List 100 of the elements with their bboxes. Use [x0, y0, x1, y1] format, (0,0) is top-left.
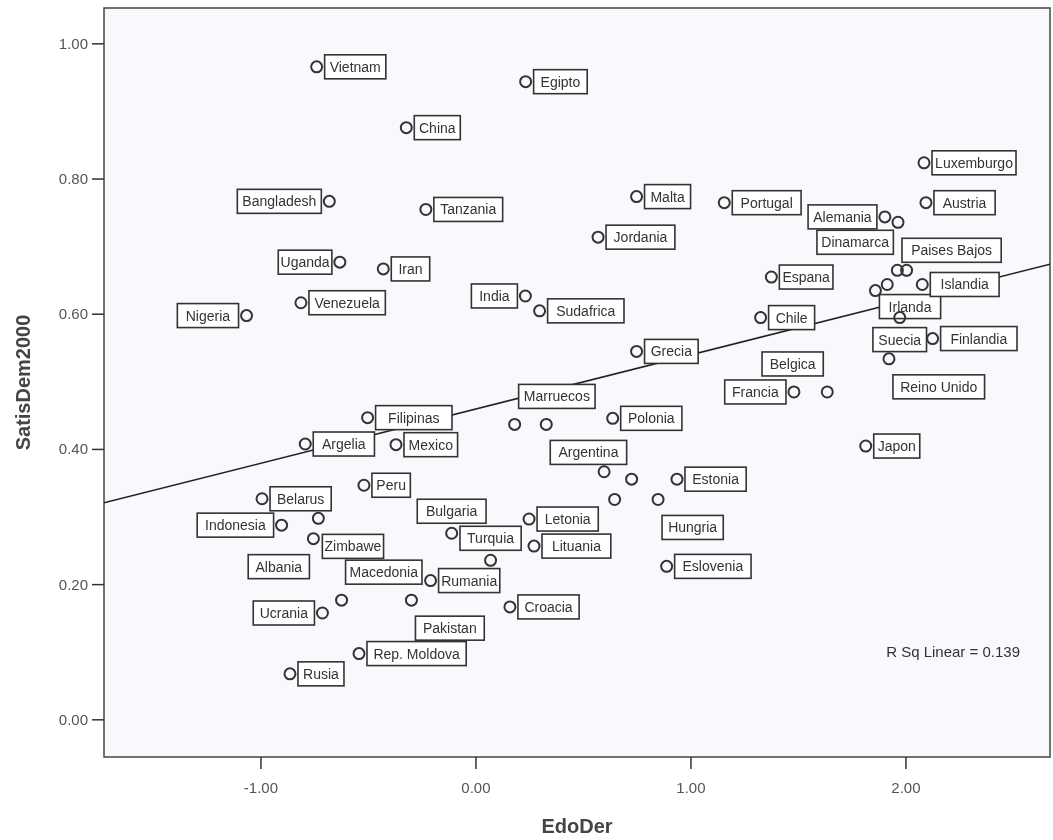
annotation: Argentina	[558, 444, 619, 461]
annotation: Eslovenia	[682, 558, 744, 575]
point	[630, 344, 644, 358]
annotation: Marruecos	[523, 388, 590, 405]
point	[630, 190, 644, 204]
point	[240, 309, 254, 323]
point	[275, 518, 289, 532]
annotation: Austria	[942, 194, 987, 211]
annotation: Macedonia	[349, 564, 419, 581]
point	[419, 202, 433, 216]
x-tick-label: 0.00	[461, 779, 491, 796]
point	[508, 417, 522, 431]
annotation: Venezuela	[314, 294, 381, 311]
point	[335, 593, 349, 607]
annotation: Iran	[398, 260, 423, 277]
annotation: Reino Unido	[900, 378, 978, 395]
point	[311, 511, 325, 525]
annotation: Luxemburgo	[935, 154, 1014, 171]
annotation: Estonia	[692, 471, 740, 488]
point	[915, 277, 929, 291]
point	[399, 121, 413, 135]
point	[404, 593, 418, 607]
annotation: Jordania	[613, 229, 668, 246]
annotation: Paises Bajos	[911, 242, 993, 259]
annotation: Portugal	[740, 194, 793, 211]
annotation: Islandia	[940, 276, 990, 293]
point	[820, 385, 834, 399]
point	[764, 270, 778, 284]
point	[333, 255, 347, 269]
annotation: Ucrania	[259, 605, 309, 622]
point	[533, 304, 547, 318]
point	[484, 553, 498, 567]
annotation: Albania	[255, 558, 303, 575]
point	[527, 539, 541, 553]
point	[518, 289, 532, 303]
annotation: Suecia	[878, 331, 922, 348]
point	[900, 263, 914, 277]
annotation: Indonesia	[205, 517, 266, 534]
annotation: Uganda	[280, 254, 330, 271]
point	[519, 75, 533, 89]
point	[283, 667, 297, 681]
point	[670, 472, 684, 486]
point	[352, 647, 366, 661]
annotation: Espana	[782, 269, 831, 286]
point	[754, 311, 768, 325]
annotation: Hungria	[668, 519, 718, 536]
annotation: Argelia	[322, 436, 366, 453]
point	[917, 156, 931, 170]
x-tick-label: -1.00	[243, 779, 279, 796]
annotation: China	[418, 119, 456, 136]
point	[878, 210, 892, 224]
point	[880, 277, 894, 291]
point	[315, 606, 329, 620]
point	[891, 215, 905, 229]
annotation: Malta	[650, 188, 685, 205]
point	[926, 332, 940, 346]
annotation: Mexico	[408, 436, 454, 453]
point	[539, 417, 553, 431]
y-tick-label: 1.00	[58, 34, 88, 52]
annotation: Zimbawe	[324, 538, 382, 555]
x-tick-label: 2.00	[891, 779, 921, 796]
point	[882, 352, 896, 366]
point	[361, 411, 375, 425]
annotation: Bulgaria	[425, 503, 478, 520]
annotation: Alemania	[813, 208, 872, 225]
annotation: Croacia	[524, 598, 573, 615]
annotation: Irlanda	[888, 298, 932, 315]
point	[255, 492, 269, 506]
annotation: Polonia	[627, 410, 675, 427]
y-tick-label: 0.20	[58, 575, 88, 593]
annotation: Japon	[877, 438, 916, 455]
point	[310, 60, 324, 74]
y-tick-label: 0.00	[58, 710, 88, 728]
annotation: Bangladesh	[242, 193, 317, 210]
annotation: Belgica	[769, 355, 816, 372]
point	[322, 194, 336, 208]
point	[717, 196, 731, 210]
point	[893, 311, 907, 325]
point	[919, 196, 933, 210]
point	[591, 230, 605, 244]
x-tick-label: 1.00	[676, 779, 706, 796]
point	[859, 439, 873, 453]
point	[294, 296, 308, 310]
annotation: Grecia	[650, 343, 693, 360]
annotation: Francia	[731, 383, 779, 400]
y-tick-label: 0.80	[58, 170, 88, 188]
y-tick-label: 0.60	[58, 305, 88, 323]
annotation: Peru	[376, 477, 406, 494]
point	[389, 438, 403, 452]
annotation: Dinamarca	[821, 234, 890, 251]
x-axis-title: EdoDer	[541, 815, 613, 837]
annotation: Rep. Moldova	[373, 645, 460, 662]
point	[522, 512, 536, 526]
annotation: Egipto	[540, 73, 581, 90]
point	[606, 411, 620, 425]
point	[424, 574, 438, 588]
point	[787, 385, 801, 399]
annotation: Belarus	[276, 490, 325, 507]
annotation: Rusia	[303, 665, 340, 682]
point	[376, 262, 390, 276]
